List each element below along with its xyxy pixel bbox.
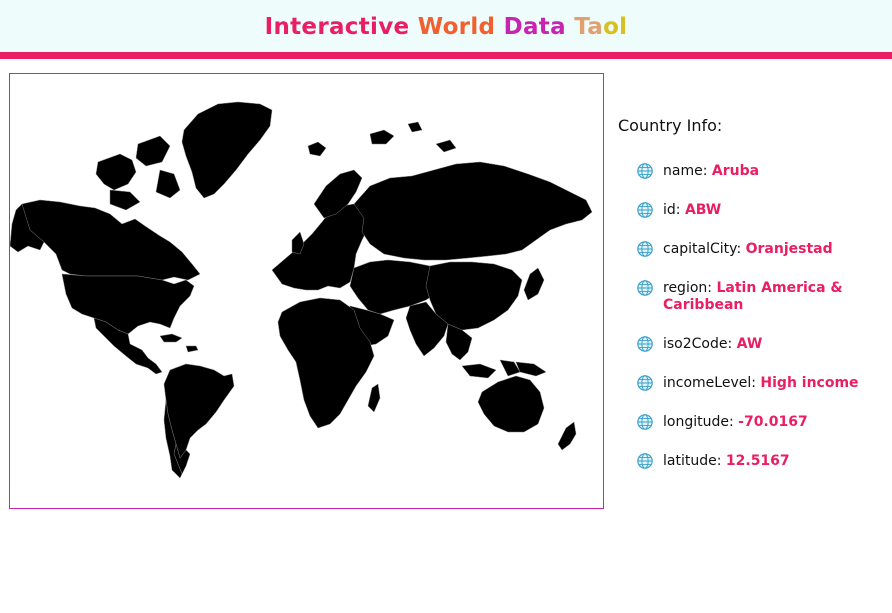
globe-icon	[637, 202, 653, 218]
country-africa[interactable]	[277, 297, 375, 429]
info-value: Latin America & Caribbean	[663, 280, 843, 313]
country-russia[interactable]	[353, 161, 593, 261]
list-item: region: Latin America & Caribbean	[636, 280, 878, 314]
country-greenland[interactable]	[181, 101, 273, 199]
info-value: ABW	[684, 202, 722, 218]
globe-icon	[637, 336, 653, 352]
country-info-heading: Country Info:	[618, 116, 723, 135]
globe-icon	[637, 414, 653, 430]
country-europe[interactable]	[271, 203, 371, 291]
title-word: Interactive	[264, 14, 410, 40]
globe-icon	[637, 280, 653, 296]
country-arctic-islands[interactable]	[369, 121, 457, 153]
country-india[interactable]	[405, 301, 449, 357]
title-word: Ta	[574, 14, 604, 40]
country-mexico[interactable]	[93, 317, 163, 375]
country-kazakhstan-middle-east[interactable]	[349, 259, 443, 315]
country-canada[interactable]	[21, 199, 201, 281]
list-item: name: Aruba	[636, 163, 878, 180]
globe-icon	[637, 241, 653, 257]
country-scandinavia[interactable]	[313, 169, 363, 219]
title-word: ol	[603, 14, 628, 40]
title-word: Data	[503, 14, 566, 40]
info-key: id	[663, 202, 676, 218]
list-item: incomeLevel: High income	[636, 375, 878, 392]
list-item: longitude: -70.0167	[636, 414, 878, 431]
page-title: Interactive World Data Taol	[265, 14, 628, 40]
country-canada-islands[interactable]	[95, 135, 181, 211]
globe-icon	[637, 375, 653, 391]
globe-icon	[637, 163, 653, 179]
title-word: World	[417, 14, 496, 40]
world-map[interactable]	[9, 73, 604, 509]
country-iceland[interactable]	[307, 141, 327, 157]
country-southeast-asia[interactable]	[445, 323, 521, 379]
info-value: Oranjestad	[745, 241, 833, 257]
country-madagascar[interactable]	[367, 383, 381, 413]
info-value: High income	[760, 375, 859, 391]
country-alaska[interactable]	[10, 203, 45, 253]
info-key: iso2Code	[663, 336, 728, 352]
country-info-list: name: Aruba id: ABW capitalCity: Oranjes…	[618, 163, 878, 470]
globe-icon	[637, 453, 653, 469]
app-header: Interactive World Data Taol	[0, 0, 892, 52]
info-key: longitude	[663, 414, 729, 430]
info-value: AW	[736, 336, 763, 352]
country-new-zealand[interactable]	[557, 421, 577, 451]
country-japan[interactable]	[523, 267, 545, 301]
list-item: latitude: 12.5167	[636, 453, 878, 470]
header-accent-bar	[0, 52, 892, 59]
list-item: capitalCity: Oranjestad	[636, 241, 878, 258]
info-key: capitalCity	[663, 241, 737, 257]
country-uk[interactable]	[291, 231, 305, 255]
country-caribbean[interactable]	[159, 333, 199, 353]
country-usa[interactable]	[61, 273, 195, 335]
list-item: iso2Code: AW	[636, 336, 878, 353]
country-china[interactable]	[425, 261, 523, 331]
country-australia[interactable]	[477, 375, 545, 433]
info-key: name	[663, 163, 703, 179]
list-item: id: ABW	[636, 202, 878, 219]
info-value: 12.5167	[725, 453, 790, 469]
country-chile[interactable]	[163, 399, 183, 479]
info-key: latitude	[663, 453, 717, 469]
info-value: -70.0167	[738, 414, 808, 430]
country-new-guinea[interactable]	[515, 361, 547, 377]
info-value: Aruba	[711, 163, 760, 179]
info-key: incomeLevel	[663, 375, 752, 391]
world-map-svg[interactable]	[10, 74, 603, 508]
country-info-panel: Country Info: name: Aruba id: ABW capita…	[618, 116, 878, 492]
info-key: region	[663, 280, 708, 296]
